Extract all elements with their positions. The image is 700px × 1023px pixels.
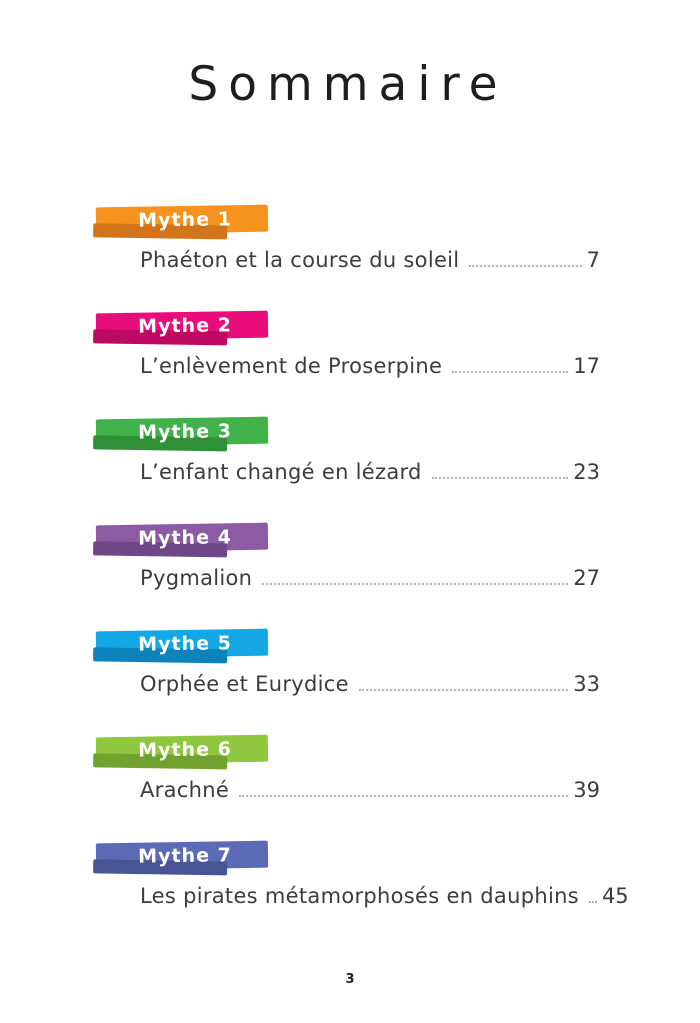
myth-badge: Mythe 4 <box>95 522 269 553</box>
page-number: 45 <box>601 884 629 909</box>
toc-entry: Mythe 1 Phaéton et la course du soleil 7 <box>95 204 600 274</box>
page-title: Sommaire <box>188 57 508 112</box>
footer-page-number: 3 <box>345 972 355 987</box>
toc-entry: Mythe 2 L’enlèvement de Proserpine 17 <box>95 310 600 380</box>
entry-line: Orphée et Eurydice 33 <box>140 670 600 698</box>
page-number: 33 <box>573 672 600 697</box>
page-number: 17 <box>573 354 600 379</box>
toc-entry: Mythe 7 Les pirates métamorphosés en dau… <box>95 840 629 910</box>
badge-label: Mythe 1 <box>138 207 232 232</box>
badge-label: Mythe 5 <box>138 631 232 656</box>
myth-badge: Mythe 7 <box>95 840 269 871</box>
myth-badge: Mythe 6 <box>95 734 269 765</box>
entry-title: L’enlèvement de Proserpine <box>140 354 443 379</box>
dotted-leader <box>588 901 597 904</box>
dotted-leader <box>452 371 569 374</box>
entry-line: L’enlèvement de Proserpine 17 <box>140 352 600 380</box>
badge-label: Mythe 3 <box>138 419 232 444</box>
entry-line: L’enfant changé en lézard 23 <box>140 458 600 486</box>
myth-badge: Mythe 3 <box>95 416 269 447</box>
entry-title: L’enfant changé en lézard <box>140 460 422 485</box>
dotted-leader <box>239 795 569 798</box>
entry-title: Les pirates métamorphosés en dauphins <box>140 884 579 909</box>
toc-entry: Mythe 3 L’enfant changé en lézard 23 <box>95 416 600 486</box>
dotted-leader <box>469 265 582 268</box>
entry-line: Arachné 39 <box>140 776 600 804</box>
entry-line: Pygmalion 27 <box>140 564 600 592</box>
badge-label: Mythe 2 <box>138 313 232 338</box>
dotted-leader <box>431 477 569 480</box>
badge-label: Mythe 4 <box>138 525 232 550</box>
dotted-leader <box>262 583 569 586</box>
page-number: 23 <box>573 460 600 485</box>
page-number: 39 <box>573 778 600 803</box>
entry-title: Phaéton et la course du soleil <box>140 248 460 273</box>
badge-label: Mythe 7 <box>138 843 232 868</box>
badge-label: Mythe 6 <box>138 737 232 762</box>
entry-title: Pygmalion <box>140 566 253 591</box>
toc-entry: Mythe 5 Orphée et Eurydice 33 <box>95 628 600 698</box>
toc-entry: Mythe 4 Pygmalion 27 <box>95 522 600 592</box>
myth-badge: Mythe 2 <box>95 310 269 341</box>
toc-list: Mythe 1 Phaéton et la course du soleil 7… <box>95 204 629 910</box>
entry-line: Les pirates métamorphosés en dauphins 45 <box>140 882 629 910</box>
entry-line: Phaéton et la course du soleil 7 <box>140 246 600 274</box>
page-number: 7 <box>586 248 600 273</box>
myth-badge: Mythe 1 <box>95 204 269 235</box>
toc-entry: Mythe 6 Arachné 39 <box>95 734 600 804</box>
entry-title: Orphée et Eurydice <box>140 672 349 697</box>
toc-page: Sommaire Mythe 1 Phaéton et la course du… <box>0 0 700 910</box>
page-number: 27 <box>573 566 600 591</box>
dotted-leader <box>358 689 569 692</box>
entry-title: Arachné <box>140 778 230 803</box>
myth-badge: Mythe 5 <box>95 628 269 659</box>
